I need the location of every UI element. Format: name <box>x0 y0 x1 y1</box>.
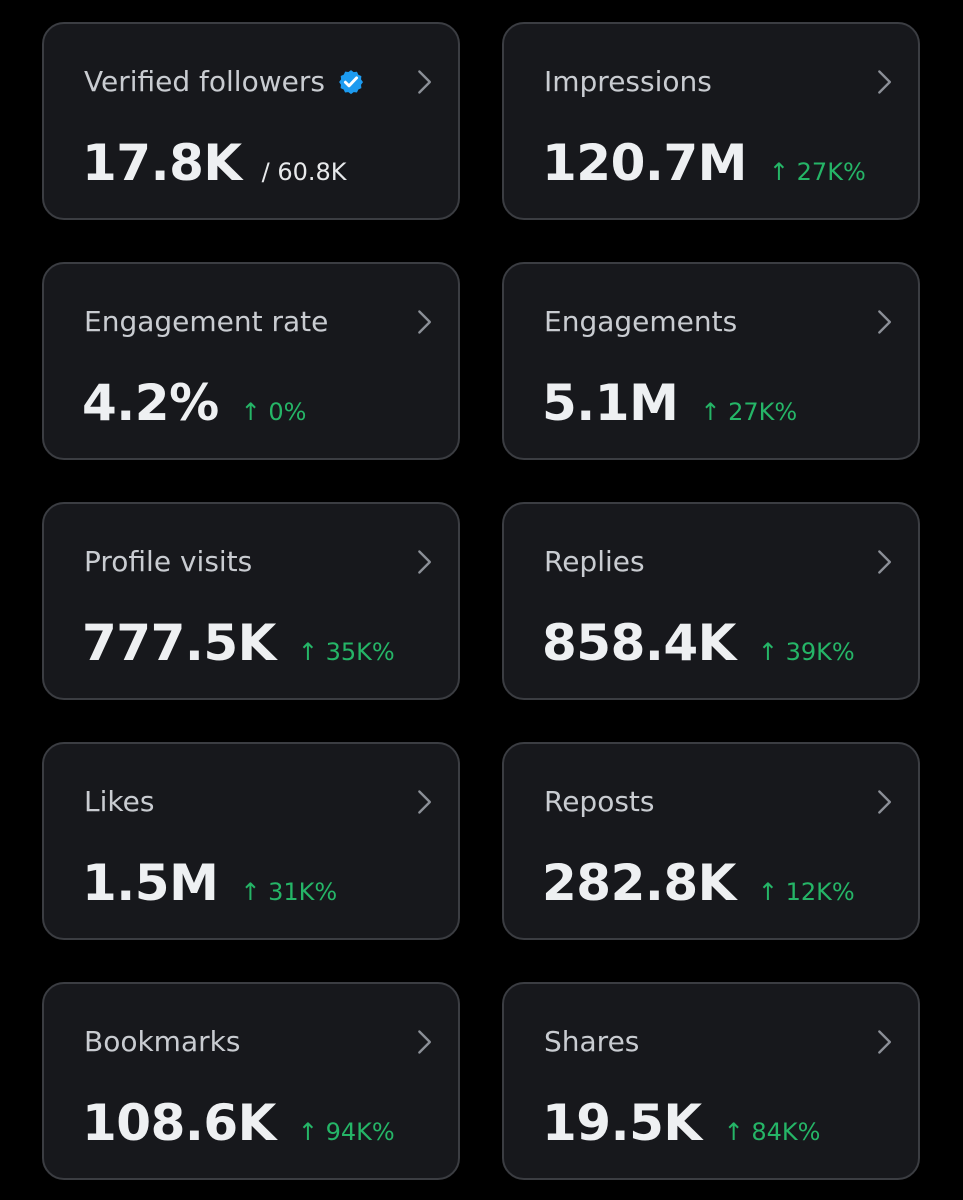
metric-card-profile-visits[interactable]: Profile visits 777.5K ↑ 35K% <box>42 502 460 700</box>
metric-value: 17.8K <box>82 134 242 192</box>
metric-title: Replies <box>544 545 645 578</box>
metric-title-row: Engagement rate <box>84 304 328 340</box>
metric-value-row: 5.1M ↑ 27K% <box>542 372 797 434</box>
metric-value-row: 19.5K ↑ 84K% <box>542 1092 820 1154</box>
metric-value-row: 108.6K ↑ 94K% <box>82 1092 395 1154</box>
metric-change: ↑ 39K% <box>757 638 855 666</box>
metric-value-row: 282.8K ↑ 12K% <box>542 852 855 914</box>
metric-title: Engagement rate <box>84 305 329 338</box>
chevron-right-icon <box>418 1030 431 1054</box>
chevron-right-icon <box>878 550 891 574</box>
metric-change: ↑ 27K% <box>768 158 866 186</box>
metric-title-row: Shares <box>544 1024 639 1060</box>
metric-title: Engagements <box>544 305 738 338</box>
metric-value: 777.5K <box>82 614 276 672</box>
chevron-right-icon <box>418 550 431 574</box>
metric-title: Likes <box>84 785 155 818</box>
metric-value: 4.2% <box>82 374 219 432</box>
metric-value: 282.8K <box>542 854 736 912</box>
metric-card-likes[interactable]: Likes 1.5M ↑ 31K% <box>42 742 460 940</box>
metric-value: 5.1M <box>542 374 679 432</box>
metric-value: 1.5M <box>82 854 219 912</box>
metric-value-row: 1.5M ↑ 31K% <box>82 852 337 914</box>
metric-card-bookmarks[interactable]: Bookmarks 108.6K ↑ 94K% <box>42 982 460 1180</box>
verified-badge-icon <box>339 70 363 95</box>
metric-value: 858.4K <box>542 614 736 672</box>
metric-value: 108.6K <box>82 1094 276 1152</box>
metric-value-row: 120.7M ↑ 27K% <box>542 132 866 194</box>
metric-title-row: Engagements <box>544 304 737 340</box>
metric-title: Bookmarks <box>84 1025 241 1058</box>
chevron-right-icon <box>878 70 891 94</box>
metric-value-row: 777.5K ↑ 35K% <box>82 612 395 674</box>
metric-title: Reposts <box>544 785 655 818</box>
metric-title-row: Replies <box>544 544 645 580</box>
metric-change: ↑ 84K% <box>723 1118 821 1146</box>
metric-title-row: Verified followers <box>84 64 365 100</box>
metric-secondary-value: / 60.8K <box>261 158 347 186</box>
metric-change: ↑ 35K% <box>297 638 395 666</box>
metric-change: ↑ 27K% <box>700 398 798 426</box>
metric-value: 120.7M <box>542 134 747 192</box>
metric-change: ↑ 31K% <box>240 878 338 906</box>
metric-title-row: Impressions <box>544 64 712 100</box>
metric-title: Impressions <box>544 65 712 98</box>
chevron-right-icon <box>878 310 891 334</box>
metric-card-engagements[interactable]: Engagements 5.1M ↑ 27K% <box>502 262 920 460</box>
metric-title-row: Bookmarks <box>84 1024 240 1060</box>
metric-card-engagement-rate[interactable]: Engagement rate 4.2% ↑ 0% <box>42 262 460 460</box>
metric-card-impressions[interactable]: Impressions 120.7M ↑ 27K% <box>502 22 920 220</box>
metric-card-replies[interactable]: Replies 858.4K ↑ 39K% <box>502 502 920 700</box>
chevron-right-icon <box>418 790 431 814</box>
metric-change: ↑ 12K% <box>757 878 855 906</box>
metric-card-verified-followers[interactable]: Verified followers 17.8K / 60.8K <box>42 22 460 220</box>
metric-title-row: Likes <box>84 784 154 820</box>
metric-change: ↑ 0% <box>240 398 307 426</box>
metric-value-row: 4.2% ↑ 0% <box>82 372 306 434</box>
metric-change: ↑ 94K% <box>297 1118 395 1146</box>
metric-value: 19.5K <box>542 1094 702 1152</box>
chevron-right-icon <box>418 310 431 334</box>
chevron-right-icon <box>878 1030 891 1054</box>
metric-card-reposts[interactable]: Reposts 282.8K ↑ 12K% <box>502 742 920 940</box>
metric-value-row: 858.4K ↑ 39K% <box>542 612 855 674</box>
metric-title: Verified followers <box>84 65 325 98</box>
metric-title: Shares <box>544 1025 640 1058</box>
metric-title: Profile visits <box>84 545 253 578</box>
chevron-right-icon <box>878 790 891 814</box>
metric-title-row: Reposts <box>544 784 654 820</box>
metric-card-shares[interactable]: Shares 19.5K ↑ 84K% <box>502 982 920 1180</box>
metric-title-row: Profile visits <box>84 544 252 580</box>
chevron-right-icon <box>418 70 431 94</box>
metric-value-row: 17.8K / 60.8K <box>82 132 347 194</box>
